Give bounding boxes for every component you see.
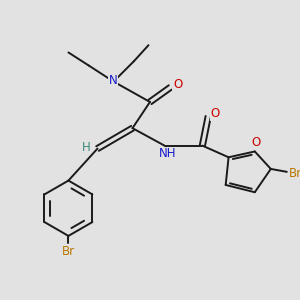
Text: NH: NH [159, 147, 176, 160]
Text: Br: Br [288, 167, 300, 180]
Text: H: H [82, 141, 91, 154]
Text: O: O [173, 78, 182, 91]
Text: N: N [109, 74, 118, 87]
Text: O: O [211, 107, 220, 120]
Text: O: O [252, 136, 261, 149]
Text: Br: Br [62, 245, 75, 258]
